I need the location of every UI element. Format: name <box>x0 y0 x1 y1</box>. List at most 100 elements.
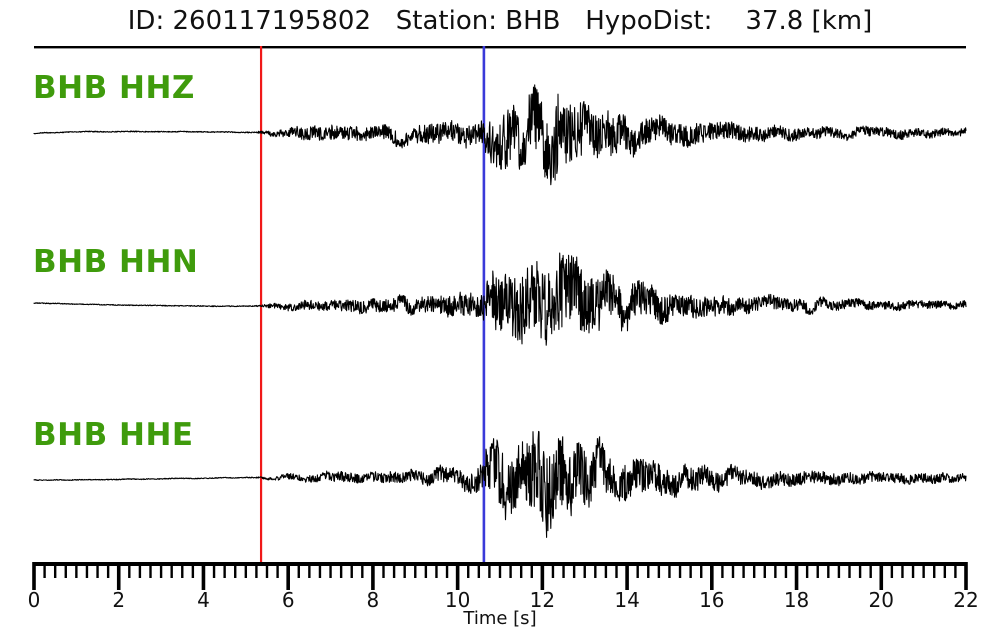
x-minor-tick <box>922 562 925 578</box>
trace-label-hhn: BHB HHN <box>33 244 199 280</box>
x-minor-tick <box>636 562 639 578</box>
x-minor-tick <box>308 562 311 578</box>
x-tick-label: 2 <box>112 588 125 612</box>
x-minor-tick <box>382 562 385 578</box>
x-minor-tick <box>731 562 735 578</box>
time-axis: 0 2 4 6 8 10 12 14 16 18 20 22 <box>28 46 979 612</box>
x-minor-tick <box>43 562 46 578</box>
x-tick-label: 18 <box>784 588 809 612</box>
x-minor-tick <box>647 562 650 578</box>
x-major-tick <box>201 562 206 590</box>
x-tick-label: 20 <box>869 588 894 612</box>
x-minor-tick <box>594 562 597 578</box>
x-tick-label: 16 <box>699 588 724 612</box>
x-minor-tick <box>583 562 586 578</box>
plot-title: ID: 260117195802 Station: BHB HypoDist: … <box>127 6 873 36</box>
x-major-tick <box>371 562 375 590</box>
x-minor-tick <box>64 562 67 578</box>
x-minor-tick <box>615 562 618 578</box>
x-minor-tick <box>816 562 819 578</box>
x-minor-tick <box>519 562 523 578</box>
x-minor-tick <box>170 562 173 578</box>
x-minor-tick <box>265 562 269 578</box>
x-axis-label: Time [s] <box>462 608 536 629</box>
x-minor-tick <box>128 562 131 578</box>
x-minor-tick <box>223 562 226 578</box>
x-minor-tick <box>297 562 300 578</box>
x-minor-tick <box>244 562 248 578</box>
x-minor-tick <box>498 562 502 578</box>
x-minor-tick <box>318 562 322 578</box>
x-tick-label: 22 <box>953 588 978 612</box>
x-minor-tick <box>752 562 756 578</box>
x-minor-tick <box>890 562 894 578</box>
x-major-tick <box>286 562 290 590</box>
x-minor-tick <box>721 562 724 578</box>
x-minor-tick <box>901 562 904 578</box>
x-minor-tick <box>191 562 195 578</box>
trace-label-hhe: BHB HHE <box>33 417 194 453</box>
x-minor-tick <box>276 562 279 578</box>
x-minor-tick <box>234 562 237 578</box>
x-minor-tick <box>943 562 947 578</box>
x-tick-label: 4 <box>197 588 210 612</box>
x-minor-tick <box>106 562 110 578</box>
x-minor-tick <box>467 562 470 578</box>
x-minor-tick <box>392 562 396 578</box>
x-major-tick <box>116 562 121 590</box>
waveform-trace-hhe <box>33 430 967 538</box>
x-tick-label: 8 <box>367 588 380 612</box>
x-minor-tick <box>604 562 608 578</box>
x-minor-tick <box>657 562 661 578</box>
x-minor-tick <box>159 562 163 578</box>
x-minor-tick <box>678 562 682 578</box>
x-minor-tick <box>668 562 671 578</box>
x-minor-tick <box>700 562 703 578</box>
x-minor-tick <box>742 562 745 578</box>
x-minor-tick <box>329 562 332 578</box>
waveform-trace-hhz <box>33 84 967 186</box>
title-separator-line <box>34 46 966 49</box>
x-minor-tick <box>414 562 417 578</box>
x-minor-tick <box>689 562 692 578</box>
x-tick-label: 10 <box>445 588 470 612</box>
x-minor-tick <box>530 562 533 578</box>
x-minor-tick <box>435 562 438 578</box>
x-major-tick <box>540 562 545 590</box>
x-minor-tick <box>75 562 78 578</box>
x-minor-tick <box>138 562 142 578</box>
x-minor-tick <box>858 562 862 578</box>
x-minor-tick <box>774 562 777 578</box>
waveform-trace-hhn <box>33 252 967 346</box>
trace-label-hhz: BHB HHZ <box>33 70 195 106</box>
x-major-tick <box>32 562 36 590</box>
x-minor-tick <box>509 562 512 578</box>
x-tick-label: 14 <box>614 588 639 612</box>
x-minor-tick <box>149 562 152 578</box>
x-tick-label: 0 <box>28 588 41 612</box>
x-minor-tick <box>837 562 841 578</box>
x-minor-tick <box>805 562 809 578</box>
x-minor-tick <box>403 562 406 578</box>
x-minor-tick <box>255 562 258 578</box>
x-minor-tick <box>350 562 353 578</box>
x-minor-tick <box>763 562 766 578</box>
x-minor-tick <box>562 562 565 578</box>
x-minor-tick <box>572 562 576 578</box>
x-minor-tick <box>339 562 343 578</box>
x-minor-tick <box>869 562 872 578</box>
x-minor-tick <box>784 562 788 578</box>
x-major-tick <box>455 562 460 590</box>
x-minor-tick <box>424 562 428 578</box>
x-minor-tick <box>933 562 936 578</box>
x-minor-tick <box>361 562 364 578</box>
x-tick-label: 12 <box>530 588 555 612</box>
x-minor-tick <box>96 562 99 578</box>
x-tick-label: 6 <box>282 588 295 612</box>
x-minor-tick <box>911 562 915 578</box>
x-minor-tick <box>445 562 449 578</box>
x-minor-tick <box>848 562 851 578</box>
x-minor-tick <box>477 562 481 578</box>
